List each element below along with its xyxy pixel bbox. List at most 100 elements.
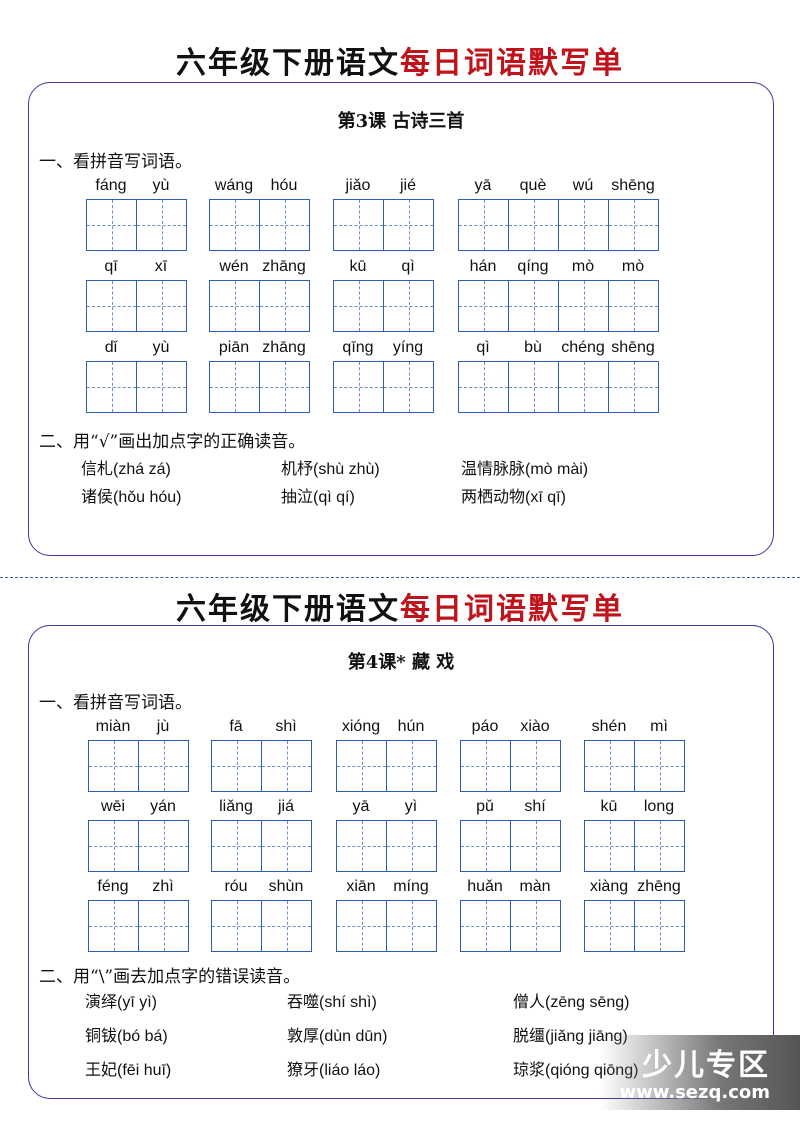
word-group: liǎng jiá xyxy=(211,798,312,872)
writing-cell[interactable] xyxy=(384,200,433,250)
pinyin-choices[interactable]: (yī yì) xyxy=(117,994,158,1011)
writing-grid xyxy=(336,820,437,872)
writing-cell[interactable] xyxy=(210,362,260,412)
writing-cell[interactable] xyxy=(609,200,658,250)
writing-cell[interactable] xyxy=(387,901,436,951)
pinyin-choices[interactable]: (dùn dūn) xyxy=(319,1028,388,1045)
pinyin-label: hán qíng mò mò xyxy=(458,258,659,280)
writing-cell[interactable] xyxy=(585,901,635,951)
writing-cell[interactable] xyxy=(559,281,609,331)
writing-cell[interactable] xyxy=(334,281,384,331)
writing-cell[interactable] xyxy=(212,901,262,951)
pronunciation-item[interactable]: 信札(zhá zá) xyxy=(81,455,171,479)
writing-cell[interactable] xyxy=(212,821,262,871)
pinyin-choices[interactable]: (xī qī) xyxy=(525,489,566,506)
writing-cell[interactable] xyxy=(139,741,188,791)
pinyin-choices[interactable]: (mò mài) xyxy=(525,461,589,478)
pronunciation-item[interactable]: 王妃(fēi huī) xyxy=(85,1056,171,1080)
pinyin-choices[interactable]: (fēi huī) xyxy=(117,1062,172,1079)
word-group: jiǎo jié xyxy=(333,177,434,251)
writing-cell[interactable] xyxy=(635,741,684,791)
pinyin-syllable: wén xyxy=(219,258,249,275)
writing-cell[interactable] xyxy=(387,821,436,871)
writing-cell[interactable] xyxy=(137,281,186,331)
pinyin-label: jiǎo jié xyxy=(333,177,434,199)
writing-cell[interactable] xyxy=(89,901,139,951)
writing-cell[interactable] xyxy=(262,901,311,951)
writing-cell[interactable] xyxy=(559,200,609,250)
writing-cell[interactable] xyxy=(635,821,684,871)
pinyin-label: féng zhì xyxy=(88,878,189,900)
writing-cell[interactable] xyxy=(87,362,137,412)
section-1-heading: 一、看拼音写词语。 xyxy=(39,693,192,713)
writing-cell[interactable] xyxy=(459,200,509,250)
pronunciation-item[interactable]: 机杼(shù zhù) xyxy=(281,455,380,479)
writing-cell[interactable] xyxy=(635,901,684,951)
writing-cell[interactable] xyxy=(384,281,433,331)
pinyin-syllable: wēi xyxy=(100,798,125,815)
writing-cell[interactable] xyxy=(511,901,560,951)
writing-cell[interactable] xyxy=(210,281,260,331)
pinyin-choices[interactable]: (bó bá) xyxy=(117,1028,168,1045)
writing-cell[interactable] xyxy=(137,200,186,250)
writing-cell[interactable] xyxy=(334,200,384,250)
writing-cell[interactable] xyxy=(260,362,309,412)
writing-cell[interactable] xyxy=(559,362,609,412)
writing-cell[interactable] xyxy=(262,741,311,791)
writing-cell[interactable] xyxy=(509,362,559,412)
pinyin-choices[interactable]: (liáo láo) xyxy=(319,1062,381,1079)
writing-cell[interactable] xyxy=(260,281,309,331)
writing-cell[interactable] xyxy=(459,281,509,331)
writing-cell[interactable] xyxy=(509,281,559,331)
pinyin-choices[interactable]: (zēng sēng) xyxy=(545,994,630,1011)
pronunciation-item[interactable]: 獠牙(liáo láo) xyxy=(287,1056,380,1080)
writing-cell[interactable] xyxy=(89,741,139,791)
pinyin-choices[interactable]: (shí shì) xyxy=(319,994,377,1011)
writing-cell[interactable] xyxy=(337,821,387,871)
writing-cell[interactable] xyxy=(87,200,137,250)
writing-cell[interactable] xyxy=(260,200,309,250)
writing-cell[interactable] xyxy=(337,741,387,791)
writing-cell[interactable] xyxy=(212,741,262,791)
writing-cell[interactable] xyxy=(461,901,511,951)
writing-cell[interactable] xyxy=(511,741,560,791)
pronunciation-item[interactable]: 诸侯(hǒu hóu) xyxy=(81,483,182,507)
writing-cell[interactable] xyxy=(585,741,635,791)
writing-cell[interactable] xyxy=(210,200,260,250)
pronunciation-item[interactable]: 抽泣(qì qí) xyxy=(281,483,355,507)
pinyin-choices[interactable]: (hǒu hóu) xyxy=(113,489,182,506)
writing-cell[interactable] xyxy=(461,741,511,791)
writing-cell[interactable] xyxy=(609,281,658,331)
pinyin-choices[interactable]: (qì qí) xyxy=(313,489,355,506)
pinyin-choices[interactable]: (shù zhù) xyxy=(313,461,380,478)
writing-cell[interactable] xyxy=(137,362,186,412)
cut-line-divider xyxy=(0,577,800,578)
pronunciation-item[interactable]: 演绎(yī yì) xyxy=(85,988,157,1012)
pronunciation-item[interactable]: 温情脉脉(mò mài) xyxy=(461,455,588,479)
writing-cell[interactable] xyxy=(262,821,311,871)
writing-cell[interactable] xyxy=(139,821,188,871)
writing-cell[interactable] xyxy=(585,821,635,871)
title-text: 六年级下册语文 xyxy=(176,592,400,627)
pinyin-label: wēi yán xyxy=(88,798,189,820)
pronunciation-item[interactable]: 两栖动物(xī qī) xyxy=(461,483,566,507)
writing-cell[interactable] xyxy=(509,200,559,250)
writing-cell[interactable] xyxy=(337,901,387,951)
pinyin-syllable: míng xyxy=(393,878,429,895)
pinyin-choices[interactable]: (zhá zá) xyxy=(113,461,171,478)
writing-cell[interactable] xyxy=(459,362,509,412)
pronunciation-item[interactable]: 铜钹(bó bá) xyxy=(85,1022,168,1046)
pronunciation-item[interactable]: 吞噬(shí shì) xyxy=(287,988,377,1012)
writing-cell[interactable] xyxy=(87,281,137,331)
writing-cell[interactable] xyxy=(89,821,139,871)
writing-cell[interactable] xyxy=(387,741,436,791)
writing-cell[interactable] xyxy=(461,821,511,871)
writing-cell[interactable] xyxy=(139,901,188,951)
pinyin-syllable: dǐ xyxy=(104,339,118,356)
writing-cell[interactable] xyxy=(511,821,560,871)
writing-cell[interactable] xyxy=(609,362,658,412)
writing-cell[interactable] xyxy=(334,362,384,412)
pronunciation-item[interactable]: 僧人(zēng sēng) xyxy=(513,988,630,1012)
writing-cell[interactable] xyxy=(384,362,433,412)
pronunciation-item[interactable]: 敦厚(dùn dūn) xyxy=(287,1022,388,1046)
